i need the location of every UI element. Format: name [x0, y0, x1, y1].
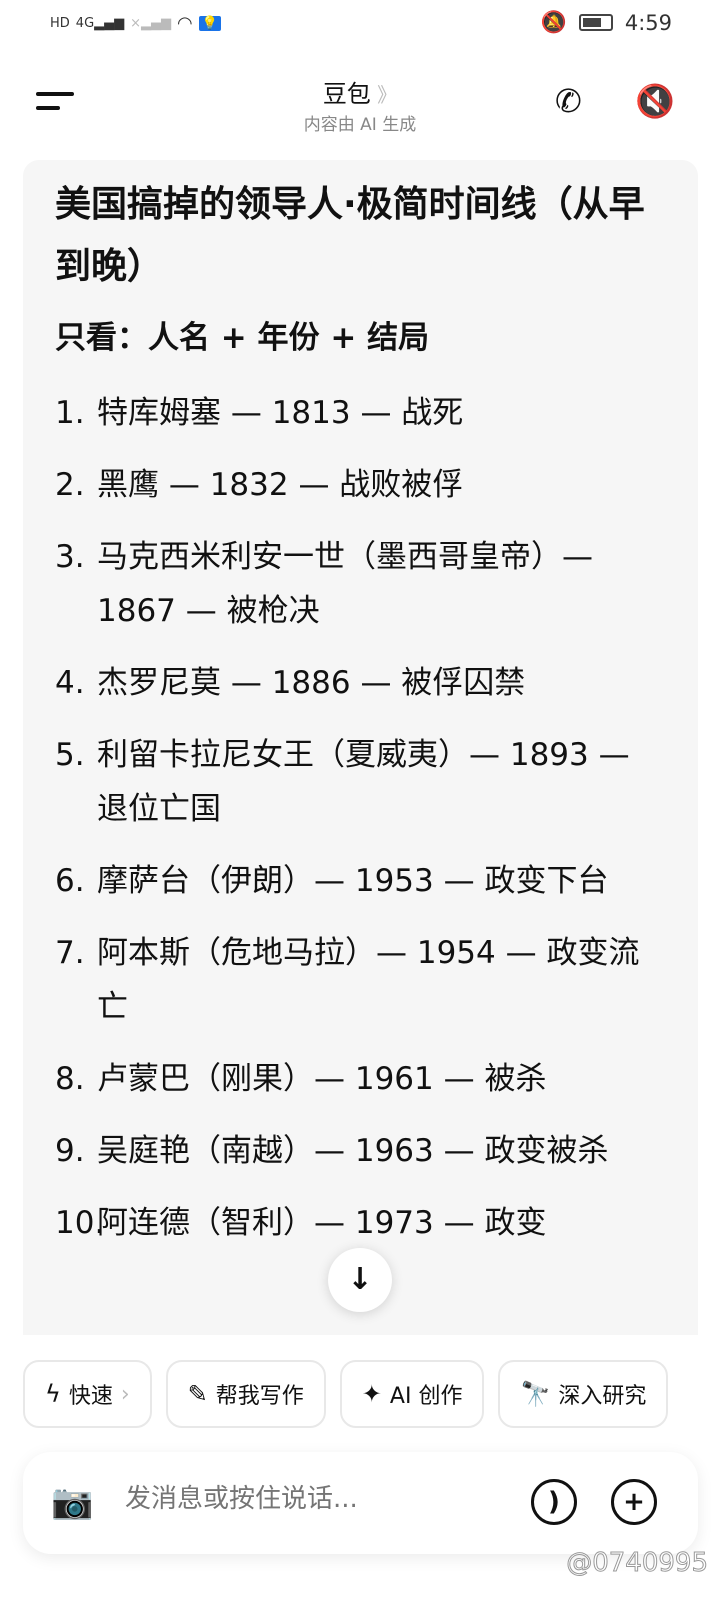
- message-bubble: 美国搞掉的领导人·极简时间线（从早到晚） 只看：人名 + 年份 + 结局 1. 特…: [23, 160, 698, 1335]
- arrow-down-icon: ↓: [347, 1262, 373, 1297]
- item-number: 1.: [55, 395, 85, 431]
- hd-icon: HD: [50, 16, 70, 31]
- telescope-icon: 🔭: [520, 1380, 551, 1408]
- wifi-icon: ◠: [177, 13, 193, 34]
- ai-disclaimer: 内容由 AI 生成: [303, 115, 417, 135]
- plus-icon[interactable]: +: [611, 1479, 657, 1525]
- list-item: 4. 杰罗尼莫 — 1886 — 被俘囚禁: [55, 656, 666, 710]
- item-text: 杰罗尼莫 — 1886 — 被俘囚禁: [97, 665, 526, 701]
- message-title: 美国搞掉的领导人·极简时间线（从早到晚）: [55, 184, 645, 287]
- battery-icon: [578, 14, 613, 31]
- list-item: 5. 利留卡拉尼女王（夏威夷）— 1893 — 退位亡国: [55, 728, 666, 836]
- item-text: 吴庭艳（南越）— 1963 — 政变被杀: [97, 1133, 609, 1169]
- no-signal-icon: ×▂▄▆: [130, 16, 172, 31]
- list-item: 7. 阿本斯（危地马拉）— 1954 — 政变流亡: [55, 926, 666, 1034]
- item-number: 7.: [55, 935, 85, 971]
- scroll-down-button[interactable]: ↓: [328, 1248, 392, 1312]
- list-item: 3. 马克西米利安一世（墨西哥皇帝）— 1867 — 被枪决: [55, 530, 666, 638]
- chevron-right-icon: 》: [370, 83, 398, 107]
- item-number: 4.: [55, 665, 85, 701]
- item-text: 阿连德（智利）— 1973 — 政变: [97, 1205, 547, 1241]
- chevron-right-icon: ›: [120, 1381, 130, 1407]
- watermark: @0740995: [566, 1548, 709, 1579]
- message-subtitle: 只看：人名 + 年份 + 结局: [55, 320, 430, 356]
- item-text: 卢蒙巴（刚果）— 1961 — 被杀: [97, 1061, 547, 1097]
- bell-off-icon: 🔕: [540, 10, 567, 34]
- chat-title[interactable]: 豆包 》: [322, 80, 398, 108]
- item-text: 利留卡拉尼女王（夏威夷）— 1893 — 退位亡国: [97, 737, 630, 827]
- item-number: 9.: [55, 1133, 85, 1169]
- header: 豆包 》 内容由 AI 生成 ✆ 🔇: [0, 60, 720, 150]
- item-number: 6.: [55, 863, 85, 899]
- phone-icon[interactable]: ✆: [555, 82, 582, 120]
- item-number: 5.: [55, 737, 85, 773]
- edit-icon: ✎: [187, 1380, 208, 1408]
- item-text: 摩萨台（伊朗）— 1953 — 政变下台: [97, 863, 609, 899]
- menu-icon[interactable]: [36, 92, 74, 120]
- lightning-icon: ϟ: [45, 1380, 61, 1408]
- list-item: 1. 特库姆塞 — 1813 — 战死: [55, 386, 666, 440]
- list-item: 6. 摩萨台（伊朗）— 1953 — 政变下台: [55, 854, 666, 908]
- item-number: 2.: [55, 467, 85, 503]
- list-item: 10. 阿连德（智利）— 1973 — 政变: [55, 1196, 666, 1250]
- message-input[interactable]: [125, 1484, 505, 1514]
- chip-ai-create[interactable]: ✦ AI 创作: [339, 1360, 485, 1428]
- clock: 4:59: [624, 10, 672, 35]
- chip-fast[interactable]: ϟ 快速 ›: [23, 1360, 152, 1428]
- list-item: 9. 吴庭艳（南越）— 1963 — 政变被杀: [55, 1124, 666, 1178]
- 4g-signal-icon: 4G▂▄▆: [75, 16, 125, 31]
- chip-deep-research[interactable]: 🔭 深入研究: [498, 1360, 669, 1428]
- list-item: 2. 黑鹰 — 1832 — 战败被俘: [55, 458, 666, 512]
- list-item: 8. 卢蒙巴（刚果）— 1961 — 被杀: [55, 1052, 666, 1106]
- item-number: 3.: [55, 539, 85, 575]
- item-text: 马克西米利安一世（墨西哥皇帝）— 1867 — 被枪决: [97, 539, 593, 629]
- item-number: 10.: [55, 1205, 105, 1241]
- item-number: 8.: [55, 1061, 85, 1097]
- bulb-icon: 💡: [198, 16, 221, 31]
- message-composer: 📷 ) +: [23, 1452, 698, 1554]
- speaker-muted-icon[interactable]: 🔇: [635, 82, 675, 120]
- sparkle-icon: ✦: [361, 1380, 382, 1408]
- item-text: 特库姆塞 — 1813 — 战死: [97, 395, 464, 431]
- quick-actions: ϟ 快速 › ✎ 帮我写作 ✦ AI 创作 🔭 深入研究: [23, 1360, 669, 1428]
- chip-write[interactable]: ✎ 帮我写作: [165, 1360, 326, 1428]
- camera-icon[interactable]: 📷: [51, 1482, 94, 1522]
- item-text: 黑鹰 — 1832 — 战败被俘: [97, 467, 464, 503]
- status-bar: HD 4G▂▄▆ ×▂▄▆ ◠ 💡 🔕 4:59: [0, 0, 720, 50]
- voice-icon[interactable]: ): [531, 1479, 577, 1525]
- item-text: 阿本斯（危地马拉）— 1954 — 政变流亡: [97, 935, 640, 1025]
